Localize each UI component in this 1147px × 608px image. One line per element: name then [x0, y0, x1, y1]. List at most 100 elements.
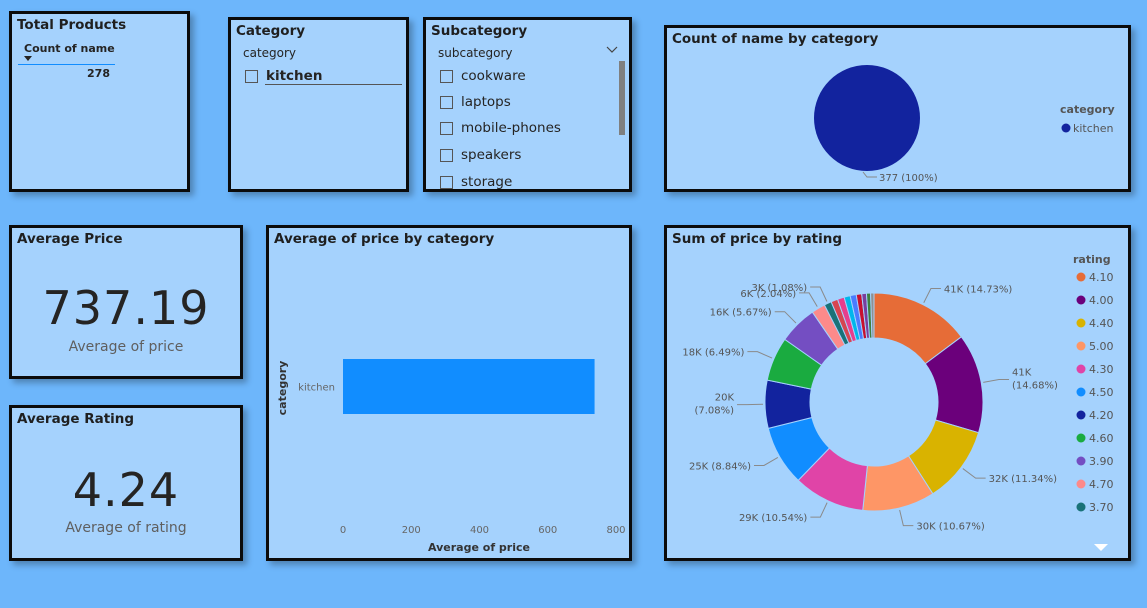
x-tick-label: 400 — [470, 525, 489, 536]
chevron-down-icon[interactable] — [606, 45, 618, 55]
slicer-item-label: speakers — [461, 147, 522, 163]
count-of-name-header[interactable]: Count of name — [24, 42, 115, 55]
x-tick-label: 800 — [606, 525, 625, 536]
pie-chart: 377 (100%) category kitchen — [814, 65, 1115, 184]
slicer-item-label: cookware — [461, 68, 526, 84]
subcategory-slicer-title: Subcategory — [431, 23, 528, 39]
donut-data-label: 18K (6.49%) — [682, 348, 744, 359]
legend-marker — [1076, 456, 1086, 466]
x-tick-label: 200 — [402, 525, 421, 536]
legend-scroll-down-icon[interactable] — [1094, 544, 1108, 551]
legend-item-label[interactable]: 3.90 — [1089, 455, 1114, 468]
donut-data-label: 41K — [1012, 368, 1032, 379]
slicer-item-laptops[interactable]: laptops — [440, 92, 511, 112]
subcategory-slicer-header: subcategory — [438, 46, 513, 60]
legend-marker — [1076, 295, 1086, 305]
legend-marker — [1076, 479, 1086, 489]
category-slicer: Category category kitchen — [228, 17, 409, 192]
legend-item-label[interactable]: 4.00 — [1089, 294, 1114, 307]
bar-x-axis-label: Average of price — [428, 541, 530, 554]
table-header-underline — [18, 64, 115, 65]
pie-slice-kitchen[interactable] — [814, 65, 920, 171]
legend-marker — [1076, 502, 1086, 512]
bar-kitchen[interactable] — [343, 359, 595, 414]
slicer-item-storage[interactable]: storage — [440, 172, 512, 189]
bar-chart-card: Average of price by category 0 200 400 600 8… — [266, 225, 632, 561]
bar-chart-title: Average of price by category — [274, 231, 495, 247]
total-products-title: Total Products — [17, 17, 127, 33]
slicer-item-label: laptops — [461, 94, 511, 110]
x-tick-label: 0 — [340, 525, 346, 536]
legend-item-label[interactable]: 5.00 — [1089, 340, 1114, 353]
category-slicer-header: category — [243, 46, 297, 60]
legend-item-label[interactable]: 4.70 — [1089, 478, 1114, 491]
donut-label-leader — [962, 468, 986, 479]
donut-data-label: 25K (8.84%) — [689, 461, 751, 472]
legend-item-label[interactable]: 3.70 — [1089, 501, 1114, 514]
donut-data-label: 20K — [715, 393, 735, 404]
legend-item-label[interactable]: 4.40 — [1089, 317, 1114, 330]
donut-data-label: 6K (2.04%) — [740, 289, 796, 300]
donut-data-label: 32K (11.34%) — [989, 474, 1057, 485]
donut-chart: 41K (14.73%) 41K (14.68%) 32K (11.34%) 30K (… — [682, 253, 1114, 551]
donut-chart-title: Sum of price by rating — [672, 231, 843, 247]
average-price-card: Average Price 737.19 Average of price — [9, 225, 243, 379]
legend-item-label[interactable]: 4.30 — [1089, 363, 1114, 376]
subcategory-slicer: Subcategory subcategory cookware laptops… — [423, 17, 632, 192]
legend-marker — [1076, 433, 1086, 443]
donut-chart-card: Sum of price by rating 41K (14.73%) 41K (1… — [664, 225, 1131, 561]
donut-data-label: 29K (10.54%) — [739, 513, 807, 524]
checkbox-icon[interactable] — [440, 121, 453, 135]
slicer-item-kitchen[interactable]: kitchen — [245, 66, 322, 86]
legend-marker — [1076, 272, 1086, 282]
average-price-label: Average of price — [68, 339, 184, 355]
checkbox-icon[interactable] — [440, 69, 453, 83]
slicer-item-speakers[interactable]: speakers — [440, 145, 521, 165]
donut-label-leader — [810, 286, 828, 302]
average-rating-title: Average Rating — [17, 411, 135, 427]
donut-data-label: 30K (10.67%) — [916, 522, 984, 533]
average-price-value: 737.19 — [42, 281, 210, 335]
donut-label-leader — [774, 311, 797, 324]
bar-chart: 0 200 400 600 800 kitchen category Average of… — [276, 359, 626, 554]
donut-legend-title: rating — [1073, 253, 1111, 266]
donut-label-leader — [899, 509, 914, 527]
checkbox-icon[interactable] — [440, 95, 453, 109]
slicer-item-label: mobile-phones — [461, 120, 561, 136]
slicer-item-cookware[interactable]: cookware — [440, 66, 526, 86]
donut-data-label: (14.68%) — [1012, 381, 1058, 392]
donut-label-leader — [810, 502, 828, 518]
legend-item-label[interactable]: 4.20 — [1089, 409, 1114, 422]
legend-item-label[interactable]: 4.50 — [1089, 386, 1114, 399]
pie-label-leader — [862, 171, 877, 178]
donut-data-label: 16K (5.67%) — [710, 308, 772, 319]
pie-legend-item[interactable]: kitchen — [1073, 122, 1114, 135]
slicer-item-mobile-phones[interactable]: mobile-phones — [440, 118, 561, 138]
pie-data-label: 377 (100%) — [879, 173, 938, 184]
legend-marker-kitchen — [1061, 123, 1071, 133]
checkbox-icon[interactable] — [440, 148, 453, 162]
legend-marker — [1076, 364, 1086, 374]
average-rating-label: Average of rating — [65, 520, 187, 536]
average-rating-value: 4.24 — [72, 463, 180, 517]
category-slicer-title: Category — [236, 23, 306, 39]
total-products-value: 278 — [87, 67, 110, 80]
donut-label-leader — [923, 287, 941, 304]
slicer-item-underline — [265, 84, 402, 85]
average-price-title: Average Price — [17, 231, 123, 247]
checkbox-icon[interactable] — [245, 69, 258, 83]
y-tick-label: kitchen — [298, 383, 335, 394]
pie-chart-title: Count of name by category — [672, 31, 879, 47]
pie-chart-card: Count of name by category 377 (100%) cat… — [664, 25, 1131, 192]
legend-marker — [1076, 318, 1086, 328]
x-tick-label: 600 — [538, 525, 557, 536]
donut-label-leader — [747, 351, 773, 359]
sort-down-icon[interactable] — [24, 56, 32, 61]
legend-item-label[interactable]: 4.10 — [1089, 271, 1114, 284]
slicer-scrollbar[interactable] — [619, 61, 625, 135]
checkbox-icon[interactable] — [440, 175, 453, 189]
legend-item-label[interactable]: 4.60 — [1089, 432, 1114, 445]
donut-data-label: (7.08%) — [694, 406, 734, 417]
donut-slice[interactable] — [870, 292, 875, 339]
legend-marker — [1076, 410, 1086, 420]
